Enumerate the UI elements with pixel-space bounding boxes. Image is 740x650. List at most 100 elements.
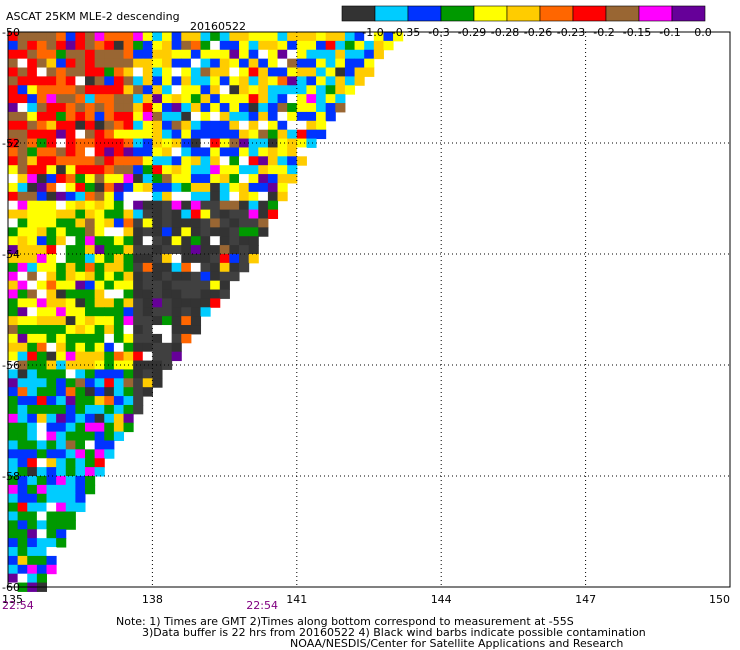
- heatmap-cell: [36, 360, 48, 370]
- y-tick-label: -50: [2, 26, 20, 39]
- heatmap-cell: [296, 76, 307, 86]
- heatmap-cell: [277, 103, 288, 113]
- heatmap-cell: [190, 85, 202, 95]
- heatmap-cell: [94, 458, 105, 468]
- heatmap-cell: [36, 351, 48, 362]
- heatmap-cell: [17, 431, 28, 441]
- heatmap-cell: [171, 227, 182, 237]
- heatmap-cell: [277, 76, 288, 86]
- colorbar-swatch: [407, 5, 442, 22]
- heatmap-cell: [36, 280, 48, 291]
- heatmap-cell: [258, 227, 269, 237]
- heatmap-cell: [162, 111, 173, 122]
- heatmap-cell: [162, 32, 173, 42]
- heatmap-cell: [267, 200, 279, 211]
- heatmap-cell: [171, 76, 182, 86]
- heatmap-cell: [123, 404, 134, 415]
- heatmap-cell: [200, 280, 211, 291]
- heatmap-cell: [162, 182, 173, 193]
- heatmap-cell: [229, 120, 240, 131]
- heatmap-cell: [65, 76, 76, 86]
- heatmap-cell: [181, 191, 192, 202]
- heatmap-cell: [133, 325, 144, 335]
- heatmap-cell: [142, 262, 153, 273]
- heatmap-cell: [36, 94, 48, 104]
- heatmap-cell: [56, 289, 67, 299]
- heatmap-cell: [133, 236, 144, 246]
- heatmap-cell: [113, 289, 125, 299]
- heatmap-cell: [27, 467, 38, 477]
- heatmap-cell: [277, 40, 288, 51]
- heatmap-cell: [75, 245, 86, 255]
- heatmap-cell: [123, 342, 134, 353]
- heatmap-cell: [258, 111, 269, 122]
- heatmap-cell: [229, 32, 240, 42]
- heatmap-cell: [56, 538, 67, 548]
- heatmap-cell: [219, 111, 230, 122]
- heatmap-cell: [162, 325, 173, 335]
- heatmap-cell: [219, 191, 230, 202]
- heatmap-cell: [17, 529, 28, 539]
- heatmap-cell: [306, 40, 317, 51]
- heatmap-cell: [162, 94, 173, 104]
- heatmap-cell: [316, 58, 327, 69]
- heatmap-cell: [325, 103, 336, 113]
- heatmap-cell: [113, 138, 125, 148]
- heatmap-cell: [17, 49, 28, 60]
- heatmap-cell: [46, 422, 57, 433]
- heatmap-cell: [171, 289, 182, 299]
- heatmap-cell: [248, 94, 259, 104]
- heatmap-cell: [17, 289, 28, 299]
- heatmap-cell: [316, 49, 327, 60]
- heatmap-cell: [56, 476, 67, 486]
- heatmap-cell: [123, 316, 134, 326]
- heatmap-cell: [46, 413, 57, 424]
- heatmap-cell: [162, 67, 173, 77]
- heatmap-cell: [123, 325, 134, 335]
- heatmap-cell: [8, 529, 19, 539]
- heatmap-cell: [162, 129, 173, 140]
- heatmap-cell: [152, 103, 163, 113]
- heatmap-cell: [46, 191, 57, 202]
- heatmap-cell: [142, 32, 153, 42]
- colorbar-tick-label: 0.0: [694, 26, 712, 39]
- heatmap-cell: [354, 76, 365, 86]
- heatmap-cell: [8, 413, 19, 424]
- heatmap-cell: [27, 289, 38, 299]
- heatmap-cell: [94, 467, 105, 477]
- heatmap-cell: [181, 94, 192, 104]
- heatmap-cell: [335, 58, 346, 69]
- heatmap-cell: [17, 40, 28, 51]
- heatmap-cell: [36, 342, 48, 353]
- heatmap-cell: [27, 85, 38, 95]
- heatmap-cell: [17, 404, 28, 415]
- heatmap-cell: [113, 236, 125, 246]
- heatmap-cell: [296, 67, 307, 77]
- heatmap-cell: [364, 40, 375, 51]
- heatmap-cell: [94, 325, 105, 335]
- heatmap-cell: [142, 147, 153, 157]
- heatmap-cell: [123, 333, 134, 344]
- heatmap-cell: [46, 316, 57, 326]
- heatmap-cell: [171, 58, 182, 69]
- heatmap-cell: [200, 298, 211, 308]
- heatmap-cell: [162, 254, 173, 264]
- heatmap-cell: [190, 94, 202, 104]
- heatmap-cell: [75, 40, 86, 51]
- heatmap-cell: [65, 307, 76, 317]
- heatmap-cell: [75, 458, 86, 468]
- heatmap-cell: [306, 58, 317, 69]
- heatmap-cell: [171, 351, 182, 362]
- heatmap-cell: [123, 280, 134, 291]
- heatmap-cell: [27, 147, 38, 157]
- y-tick-label: -52: [2, 137, 20, 150]
- heatmap-cell: [210, 49, 221, 60]
- heatmap-cell: [229, 76, 240, 86]
- heatmap-cell: [239, 218, 250, 228]
- heatmap-cell: [296, 85, 307, 95]
- heatmap-cell: [46, 49, 57, 60]
- heatmap-cell: [133, 271, 144, 282]
- heatmap-cell: [200, 85, 211, 95]
- heatmap-cell: [65, 49, 76, 60]
- heatmap-cell: [56, 493, 67, 504]
